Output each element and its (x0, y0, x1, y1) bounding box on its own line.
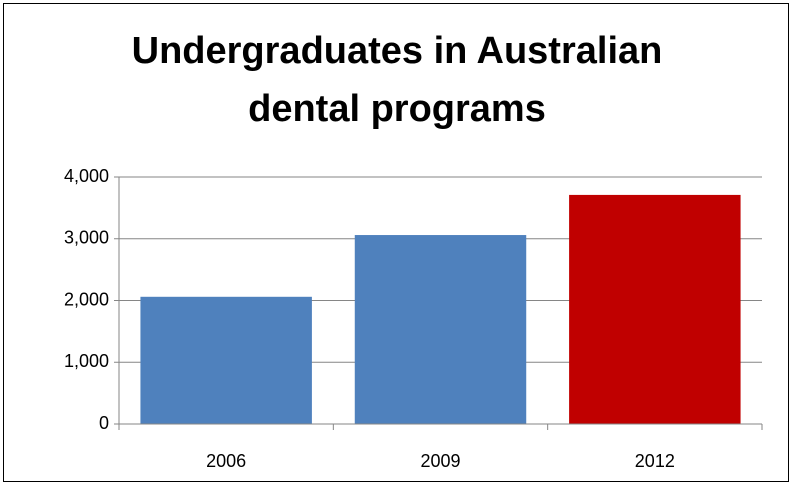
bar (354, 235, 527, 424)
x-tick-label: 2012 (635, 451, 675, 471)
y-tick-label: 3,000 (64, 228, 109, 248)
bar (140, 296, 312, 424)
y-tick-label: 2,000 (64, 289, 109, 309)
y-tick-label: 0 (99, 413, 109, 433)
y-tick-label: 1,000 (64, 351, 109, 371)
y-tick-label: 4,000 (64, 166, 109, 186)
chart-title: Undergraduates in Australian dental prog… (131, 30, 663, 130)
x-tick-label: 2006 (206, 451, 246, 471)
x-tick-label: 2009 (420, 451, 460, 471)
chart-frame (3, 3, 789, 482)
bar (569, 194, 741, 424)
